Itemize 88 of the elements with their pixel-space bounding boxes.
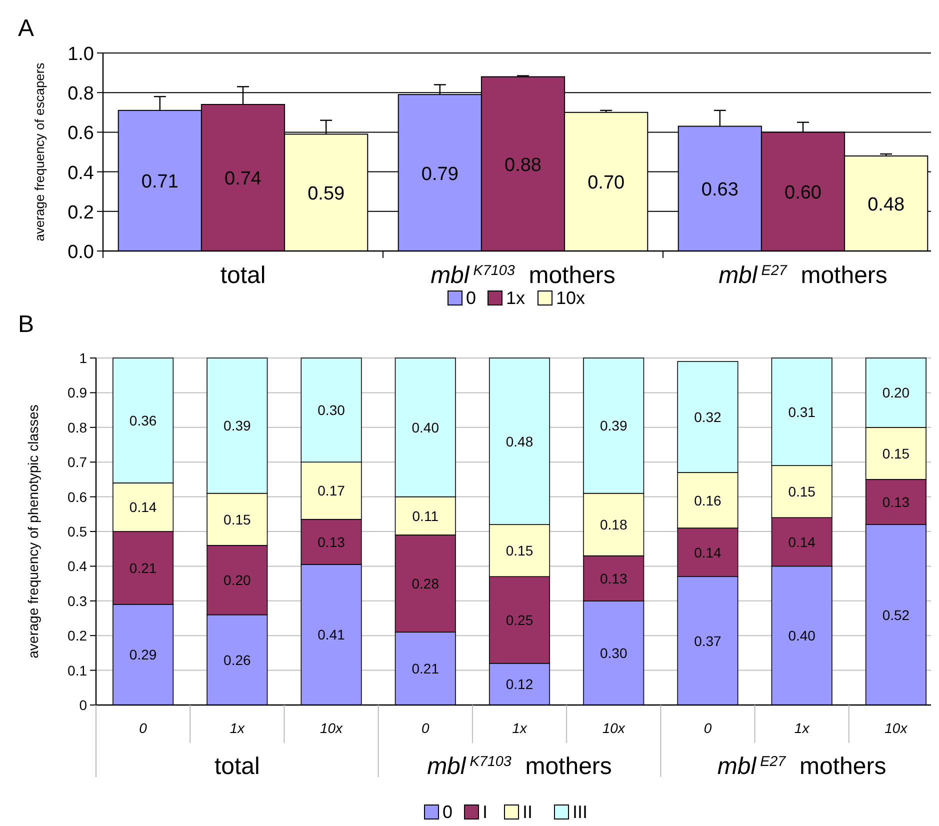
data-label: 0.20 bbox=[882, 384, 910, 401]
y-tick-label: 1.0 bbox=[68, 44, 94, 65]
data-label: 0.18 bbox=[600, 516, 628, 533]
data-label: 0.30 bbox=[600, 644, 628, 661]
legend-label: 10x bbox=[556, 288, 586, 308]
data-label: 0.39 bbox=[600, 418, 628, 434]
data-label: 0.37 bbox=[694, 632, 722, 649]
data-label: 0.70 bbox=[588, 172, 625, 194]
data-label: 0.74 bbox=[224, 168, 262, 190]
y-tick-label: 0.6 bbox=[68, 488, 88, 505]
data-label: 0.36 bbox=[129, 412, 157, 428]
data-label: 0.12 bbox=[506, 676, 534, 692]
x-tick-label: 0 bbox=[139, 720, 148, 736]
data-label: 0.25 bbox=[506, 612, 534, 628]
data-label: 0.13 bbox=[318, 534, 346, 550]
y-tick-label: 0.4 bbox=[68, 558, 88, 574]
y-tick-label: 0 bbox=[79, 697, 88, 713]
data-label: 0.13 bbox=[882, 494, 910, 510]
data-label: 0.31 bbox=[788, 404, 816, 420]
y-tick-label: 1 bbox=[79, 350, 88, 366]
x-tick-label: 10x bbox=[602, 720, 626, 736]
data-label: 0.20 bbox=[224, 572, 252, 588]
x-tick-label: mbl$^{E27}$ mothers bbox=[718, 262, 888, 289]
y-tick-label: 0.8 bbox=[68, 419, 88, 436]
chart-title: A bbox=[18, 15, 34, 42]
data-label: 0.63 bbox=[701, 180, 738, 201]
data-label: 0.26 bbox=[224, 652, 252, 668]
y-axis-title: average frequency of phenotypic classes bbox=[25, 404, 41, 658]
y-tick-label: 0.5 bbox=[68, 524, 88, 540]
data-label: 0.40 bbox=[788, 628, 816, 644]
x-tick-label: 0 bbox=[421, 720, 430, 736]
legend-label: 0 bbox=[466, 288, 476, 308]
text: mbl$^{K7103}$ mothers bbox=[427, 753, 612, 780]
y-tick-label: 0.6 bbox=[68, 123, 94, 144]
x-tick-label: total bbox=[220, 262, 266, 289]
data-label: 0.48 bbox=[868, 194, 905, 216]
legend-label: I bbox=[482, 802, 488, 822]
data-label: 0.15 bbox=[788, 484, 816, 500]
x-tick-label: 0 bbox=[704, 720, 712, 736]
data-label: 0.15 bbox=[224, 511, 252, 528]
data-label: 0.88 bbox=[504, 154, 542, 176]
data-label: 0.59 bbox=[308, 184, 345, 205]
data-label: 0.48 bbox=[506, 433, 534, 450]
x-tick-label: 1x bbox=[794, 720, 810, 736]
data-label: 0.41 bbox=[318, 626, 346, 643]
y-tick-label: 0.3 bbox=[68, 592, 88, 609]
data-label: 0.15 bbox=[882, 445, 910, 462]
data-label: 0.30 bbox=[318, 402, 346, 418]
x-tick-label: 1x bbox=[230, 720, 246, 736]
data-label: 0.14 bbox=[694, 544, 722, 560]
data-label: 0.14 bbox=[129, 499, 157, 516]
data-label: 0.52 bbox=[882, 606, 910, 623]
legend-label: II bbox=[522, 802, 533, 822]
data-label: 0.60 bbox=[784, 182, 822, 204]
y-tick-label: 0.2 bbox=[68, 202, 94, 224]
y-tick-label: 0.8 bbox=[68, 84, 94, 105]
y-tick-label: 0.7 bbox=[68, 454, 88, 470]
data-label: 0.21 bbox=[412, 660, 440, 677]
text: mbl$^{E27}$ mothers bbox=[717, 753, 886, 780]
legend-label: 0 bbox=[442, 802, 453, 822]
x-tick-label: mbl$^{K7103}$ mothers bbox=[430, 262, 616, 289]
data-label: 0.40 bbox=[412, 419, 440, 436]
x-tick-label: 1x bbox=[512, 720, 528, 736]
chart-title: B bbox=[18, 311, 34, 338]
text: total bbox=[214, 753, 260, 780]
y-tick-label: 0.0 bbox=[68, 242, 94, 263]
data-label: 0.11 bbox=[412, 508, 439, 524]
y-axis-title: average frequency of escapers bbox=[32, 62, 47, 242]
data-label: 0.15 bbox=[506, 542, 534, 559]
legend-label: III bbox=[572, 802, 588, 822]
data-label: 0.28 bbox=[412, 576, 440, 592]
data-label: 0.16 bbox=[694, 492, 722, 508]
data-label: 0.29 bbox=[129, 646, 157, 663]
y-tick-label: 0.9 bbox=[68, 384, 88, 401]
data-label: 0.32 bbox=[694, 408, 722, 425]
data-label: 0.39 bbox=[224, 418, 252, 434]
data-label: 0.17 bbox=[318, 482, 346, 499]
y-tick-label: 0.4 bbox=[68, 162, 94, 184]
data-label: 0.79 bbox=[421, 164, 458, 185]
x-tick-label: 10x bbox=[884, 720, 908, 736]
data-label: 0.21 bbox=[129, 560, 157, 576]
y-tick-label: 0.2 bbox=[68, 628, 88, 644]
data-label: 0.14 bbox=[788, 534, 816, 550]
x-tick-label: 10x bbox=[320, 720, 344, 736]
legend-label: 1x bbox=[506, 288, 526, 308]
data-label: 0.71 bbox=[141, 172, 178, 193]
y-tick-label: 0.1 bbox=[68, 662, 88, 678]
data-label: 0.13 bbox=[600, 570, 628, 586]
